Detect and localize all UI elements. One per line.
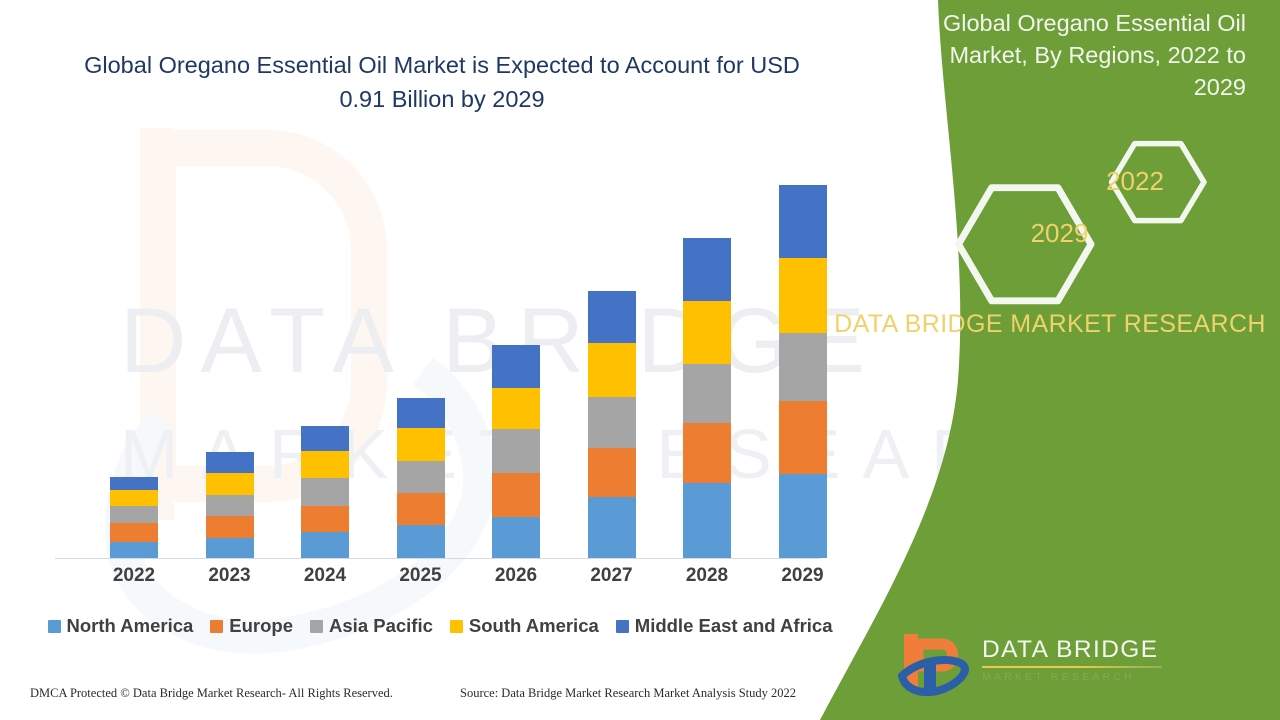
bar-segment bbox=[205, 473, 254, 495]
bar-segment bbox=[301, 426, 349, 451]
bar-segment bbox=[205, 452, 254, 473]
legend-item: South America bbox=[449, 615, 599, 637]
bar-group bbox=[587, 291, 636, 558]
bar-segment bbox=[396, 461, 445, 493]
legend-label: North America bbox=[66, 615, 194, 636]
bar-segment bbox=[492, 345, 540, 388]
x-axis-line bbox=[55, 558, 820, 559]
bar-segment bbox=[301, 532, 349, 558]
chart-plot-area bbox=[60, 150, 827, 558]
bar-segment bbox=[110, 506, 158, 523]
x-axis-label: 2027 bbox=[590, 565, 633, 586]
bar-segment bbox=[683, 238, 731, 301]
legend-swatch-icon bbox=[615, 619, 629, 633]
legend-swatch-icon bbox=[310, 619, 324, 633]
bar-segment bbox=[396, 493, 445, 525]
logo-title: DATA BRIDGE bbox=[982, 636, 1159, 663]
bar-group bbox=[683, 238, 731, 558]
bar-segment bbox=[492, 473, 540, 517]
bar-segment bbox=[396, 428, 445, 461]
brand-panel: 2022 2029 DATA BRIDGE MARKET RESEARCH bbox=[820, 0, 1280, 720]
bar-segment bbox=[492, 388, 540, 429]
data-bridge-logo: DATA BRIDGE MARKET RESEARCH bbox=[897, 632, 1162, 704]
panel-title: Global Oregano Essential Oil Market, By … bbox=[942, 10, 1246, 100]
x-axis-label: 2025 bbox=[399, 565, 442, 586]
bar-group bbox=[396, 398, 445, 558]
bar-segment bbox=[205, 538, 254, 558]
bar-segment bbox=[683, 483, 731, 558]
legend-label: Europe bbox=[229, 615, 294, 636]
hexagon-group: 2022 2029 DATA BRIDGE MARKET RESEARCH bbox=[820, 0, 1280, 720]
bar-segment bbox=[683, 423, 731, 483]
bar-segment bbox=[110, 523, 158, 542]
x-axis-label: 2024 bbox=[303, 565, 347, 586]
bar-segment bbox=[492, 429, 540, 473]
footer-source: Source: Data Bridge Market Research Mark… bbox=[460, 686, 797, 700]
logo-icon bbox=[897, 632, 976, 700]
logo-wordmark: DATA BRIDGE MARKET RESEARCH bbox=[982, 636, 1162, 683]
bar-segment bbox=[587, 291, 636, 343]
bar-segment bbox=[492, 517, 540, 558]
legend-label: South America bbox=[468, 615, 599, 636]
bar-segment bbox=[587, 497, 636, 558]
bar-segment bbox=[205, 516, 254, 538]
legend-swatch-icon bbox=[210, 619, 224, 633]
bar-segment bbox=[587, 448, 636, 497]
bar-segment bbox=[683, 301, 731, 364]
legend-item: Middle East and Africa bbox=[615, 615, 833, 637]
bar-segment bbox=[587, 343, 636, 397]
hexagon-label-2029: 2029 bbox=[1030, 218, 1089, 248]
hexagon-label-2022: 2022 bbox=[1106, 166, 1164, 196]
bar-group bbox=[492, 345, 540, 558]
brand-name: DATA BRIDGE MARKET RESEARCH bbox=[834, 310, 1266, 338]
bar-segment bbox=[301, 451, 349, 478]
bar-segment bbox=[205, 495, 254, 516]
bar-segment bbox=[396, 525, 445, 558]
bar-group bbox=[110, 477, 158, 558]
bar-segment bbox=[587, 397, 636, 448]
bar-group bbox=[778, 185, 827, 558]
x-axis-label: 2026 bbox=[494, 565, 538, 586]
legend-item: North America bbox=[47, 615, 194, 637]
legend-swatch-icon bbox=[449, 619, 463, 633]
x-axis-label: 2023 bbox=[208, 565, 251, 586]
bar-segment bbox=[301, 506, 349, 532]
chart-legend: North America Europe Asia Pacific South Ame… bbox=[47, 615, 833, 637]
bar-segment bbox=[396, 398, 445, 428]
legend-item: Europe bbox=[210, 615, 293, 637]
bar-segment bbox=[301, 478, 349, 506]
bar-segment bbox=[778, 185, 827, 258]
footer-copyright: DMCA Protected © Data Bridge Market Rese… bbox=[30, 686, 393, 700]
bar-segment bbox=[778, 474, 827, 558]
bar-segment bbox=[778, 258, 827, 333]
bar-segment bbox=[110, 490, 158, 506]
bar-segment bbox=[110, 542, 158, 558]
x-axis-label: 2028 bbox=[685, 565, 729, 586]
legend-label: Middle East and Africa bbox=[634, 615, 833, 636]
bar-segment bbox=[683, 364, 731, 423]
legend-swatch-icon bbox=[47, 619, 61, 633]
x-axis-label: 2022 bbox=[112, 565, 156, 586]
x-axis-labels: 2022 2023 2024 2025 2026 2027 2028 2029 bbox=[60, 565, 825, 595]
bar-segment bbox=[778, 401, 827, 474]
bar-segment bbox=[778, 333, 827, 401]
bar-segment bbox=[110, 477, 158, 490]
stacked-bar-chart: 2022 2023 2024 2025 2026 2027 2028 2029 bbox=[50, 150, 827, 586]
legend-item: Asia Pacific bbox=[310, 615, 433, 637]
bar-group bbox=[301, 426, 349, 558]
x-axis-label: 2029 bbox=[781, 565, 824, 586]
logo-subtitle: MARKET RESEARCH bbox=[982, 670, 1135, 683]
legend-label: Asia Pacific bbox=[329, 615, 433, 636]
logo-divider bbox=[982, 665, 1162, 668]
page-title: Global Oregano Essential Oil Market is E… bbox=[84, 52, 800, 113]
bar-group bbox=[205, 452, 254, 558]
